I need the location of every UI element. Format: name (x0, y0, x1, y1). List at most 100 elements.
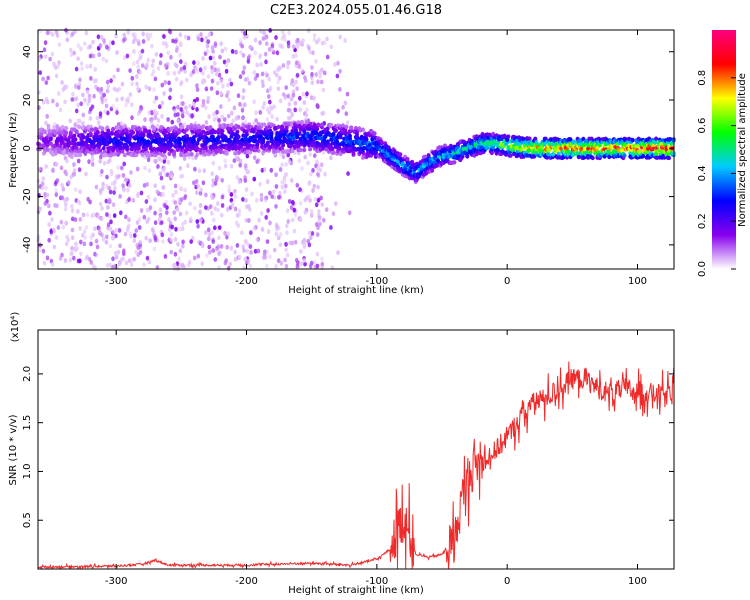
heatmap-cell (296, 120, 301, 125)
heatmap-cell (479, 145, 484, 150)
heatmap-cell (630, 137, 635, 143)
heatmap-cell (115, 110, 119, 115)
heatmap-cell (139, 190, 144, 196)
heatmap-cell (231, 118, 235, 124)
heatmap-cell (88, 199, 92, 205)
heatmap-cell (159, 175, 164, 181)
heatmap-cell (168, 95, 172, 101)
heatmap-cell (353, 126, 358, 131)
heatmap-cell (119, 210, 123, 216)
heatmap-cell (143, 165, 147, 171)
heatmap-cell (93, 251, 97, 257)
heatmap-cell (291, 82, 296, 88)
heatmap-cell (42, 260, 47, 266)
heatmap-cell (98, 201, 103, 207)
heatmap-cell (300, 166, 304, 171)
heatmap-cell (204, 105, 208, 111)
heatmap-cell (160, 100, 165, 106)
y-tick-label: -40 (22, 237, 33, 253)
heatmap-cell (278, 194, 282, 200)
heatmap-cell (155, 189, 159, 195)
heatmap-cell (216, 67, 221, 73)
heatmap-cell (508, 153, 513, 158)
heatmap-cell (179, 66, 184, 72)
heatmap-cell (41, 248, 46, 254)
heatmap-cell (98, 148, 103, 153)
heatmap-cell (54, 235, 59, 240)
heatmap-cell (100, 126, 105, 131)
heatmap-cell (179, 107, 183, 112)
heatmap-cell (58, 255, 63, 261)
heatmap-cell (319, 195, 324, 201)
heatmap-cell (158, 207, 163, 213)
heatmap-cell (160, 82, 165, 88)
heatmap-cell (147, 129, 152, 134)
spectrogram-heatmap (36, 27, 676, 271)
heatmap-cell (260, 71, 265, 77)
heatmap-cell (196, 183, 201, 189)
heatmap-cell (138, 56, 142, 61)
heatmap-cell (127, 217, 131, 223)
heatmap-cell (151, 58, 155, 64)
colorbar: 0.0 0.2 0.4 0.6 0.8 Normalized spectral ampl… (697, 30, 748, 277)
heatmap-cell (98, 188, 103, 194)
heatmap-cell (38, 146, 43, 151)
heatmap-cell (249, 250, 253, 255)
heatmap-cell (174, 226, 178, 232)
heatmap-cell (210, 134, 215, 139)
heatmap-cell (379, 139, 384, 145)
heatmap-cell (216, 244, 221, 250)
heatmap-cell (253, 138, 257, 144)
heatmap-cell (221, 83, 225, 89)
heatmap-cell (106, 159, 111, 165)
heatmap-cell (105, 88, 110, 94)
heatmap-cell (261, 105, 265, 110)
heatmap-cell (219, 244, 224, 249)
heatmap-cell (101, 236, 106, 242)
heatmap-cell (158, 171, 163, 177)
heatmap-cell (304, 112, 309, 118)
heatmap-cell (307, 230, 312, 236)
heatmap-cell (235, 129, 240, 134)
heatmap-cell (292, 207, 297, 213)
heatmap-cell (310, 231, 315, 236)
snr-ylabel: SNR (10 * v/v) (8, 414, 19, 485)
heatmap-cell (173, 112, 178, 118)
heatmap-cell (234, 116, 239, 121)
heatmap-cell (296, 260, 300, 265)
heatmap-cell (166, 71, 170, 76)
heatmap-cell (293, 239, 298, 245)
heatmap-cell (284, 263, 289, 269)
heatmap-cell (44, 120, 48, 126)
spectrogram-frame (37, 29, 675, 270)
heatmap-cell (208, 55, 213, 61)
heatmap-cell (194, 179, 199, 184)
heatmap-cell (325, 36, 329, 42)
heatmap-cell (216, 207, 220, 213)
heatmap-cell (122, 32, 126, 38)
heatmap-cell (200, 37, 204, 43)
heatmap-cell (44, 185, 48, 191)
heatmap-cell (196, 60, 200, 66)
heatmap-cell (236, 223, 240, 228)
heatmap-cell (257, 217, 261, 223)
heatmap-cell (622, 153, 627, 158)
heatmap-cell (323, 171, 327, 177)
heatmap-cell (316, 166, 320, 171)
heatmap-cell (112, 229, 116, 235)
heatmap-cell (126, 99, 130, 104)
heatmap-cell (137, 225, 142, 230)
heatmap-cell (259, 197, 264, 202)
heatmap-cell (60, 195, 64, 201)
heatmap-cell (276, 124, 281, 130)
heatmap-cell (137, 41, 141, 47)
heatmap-cell (343, 131, 348, 136)
heatmap-cell (316, 173, 321, 178)
heatmap-cell (291, 54, 296, 59)
heatmap-cell (133, 36, 137, 42)
heatmap-cell (237, 254, 242, 260)
heatmap-cell (219, 104, 223, 109)
heatmap-cell (533, 136, 538, 141)
x-tick-label: 100 (628, 276, 647, 287)
heatmap-cell (90, 157, 95, 162)
